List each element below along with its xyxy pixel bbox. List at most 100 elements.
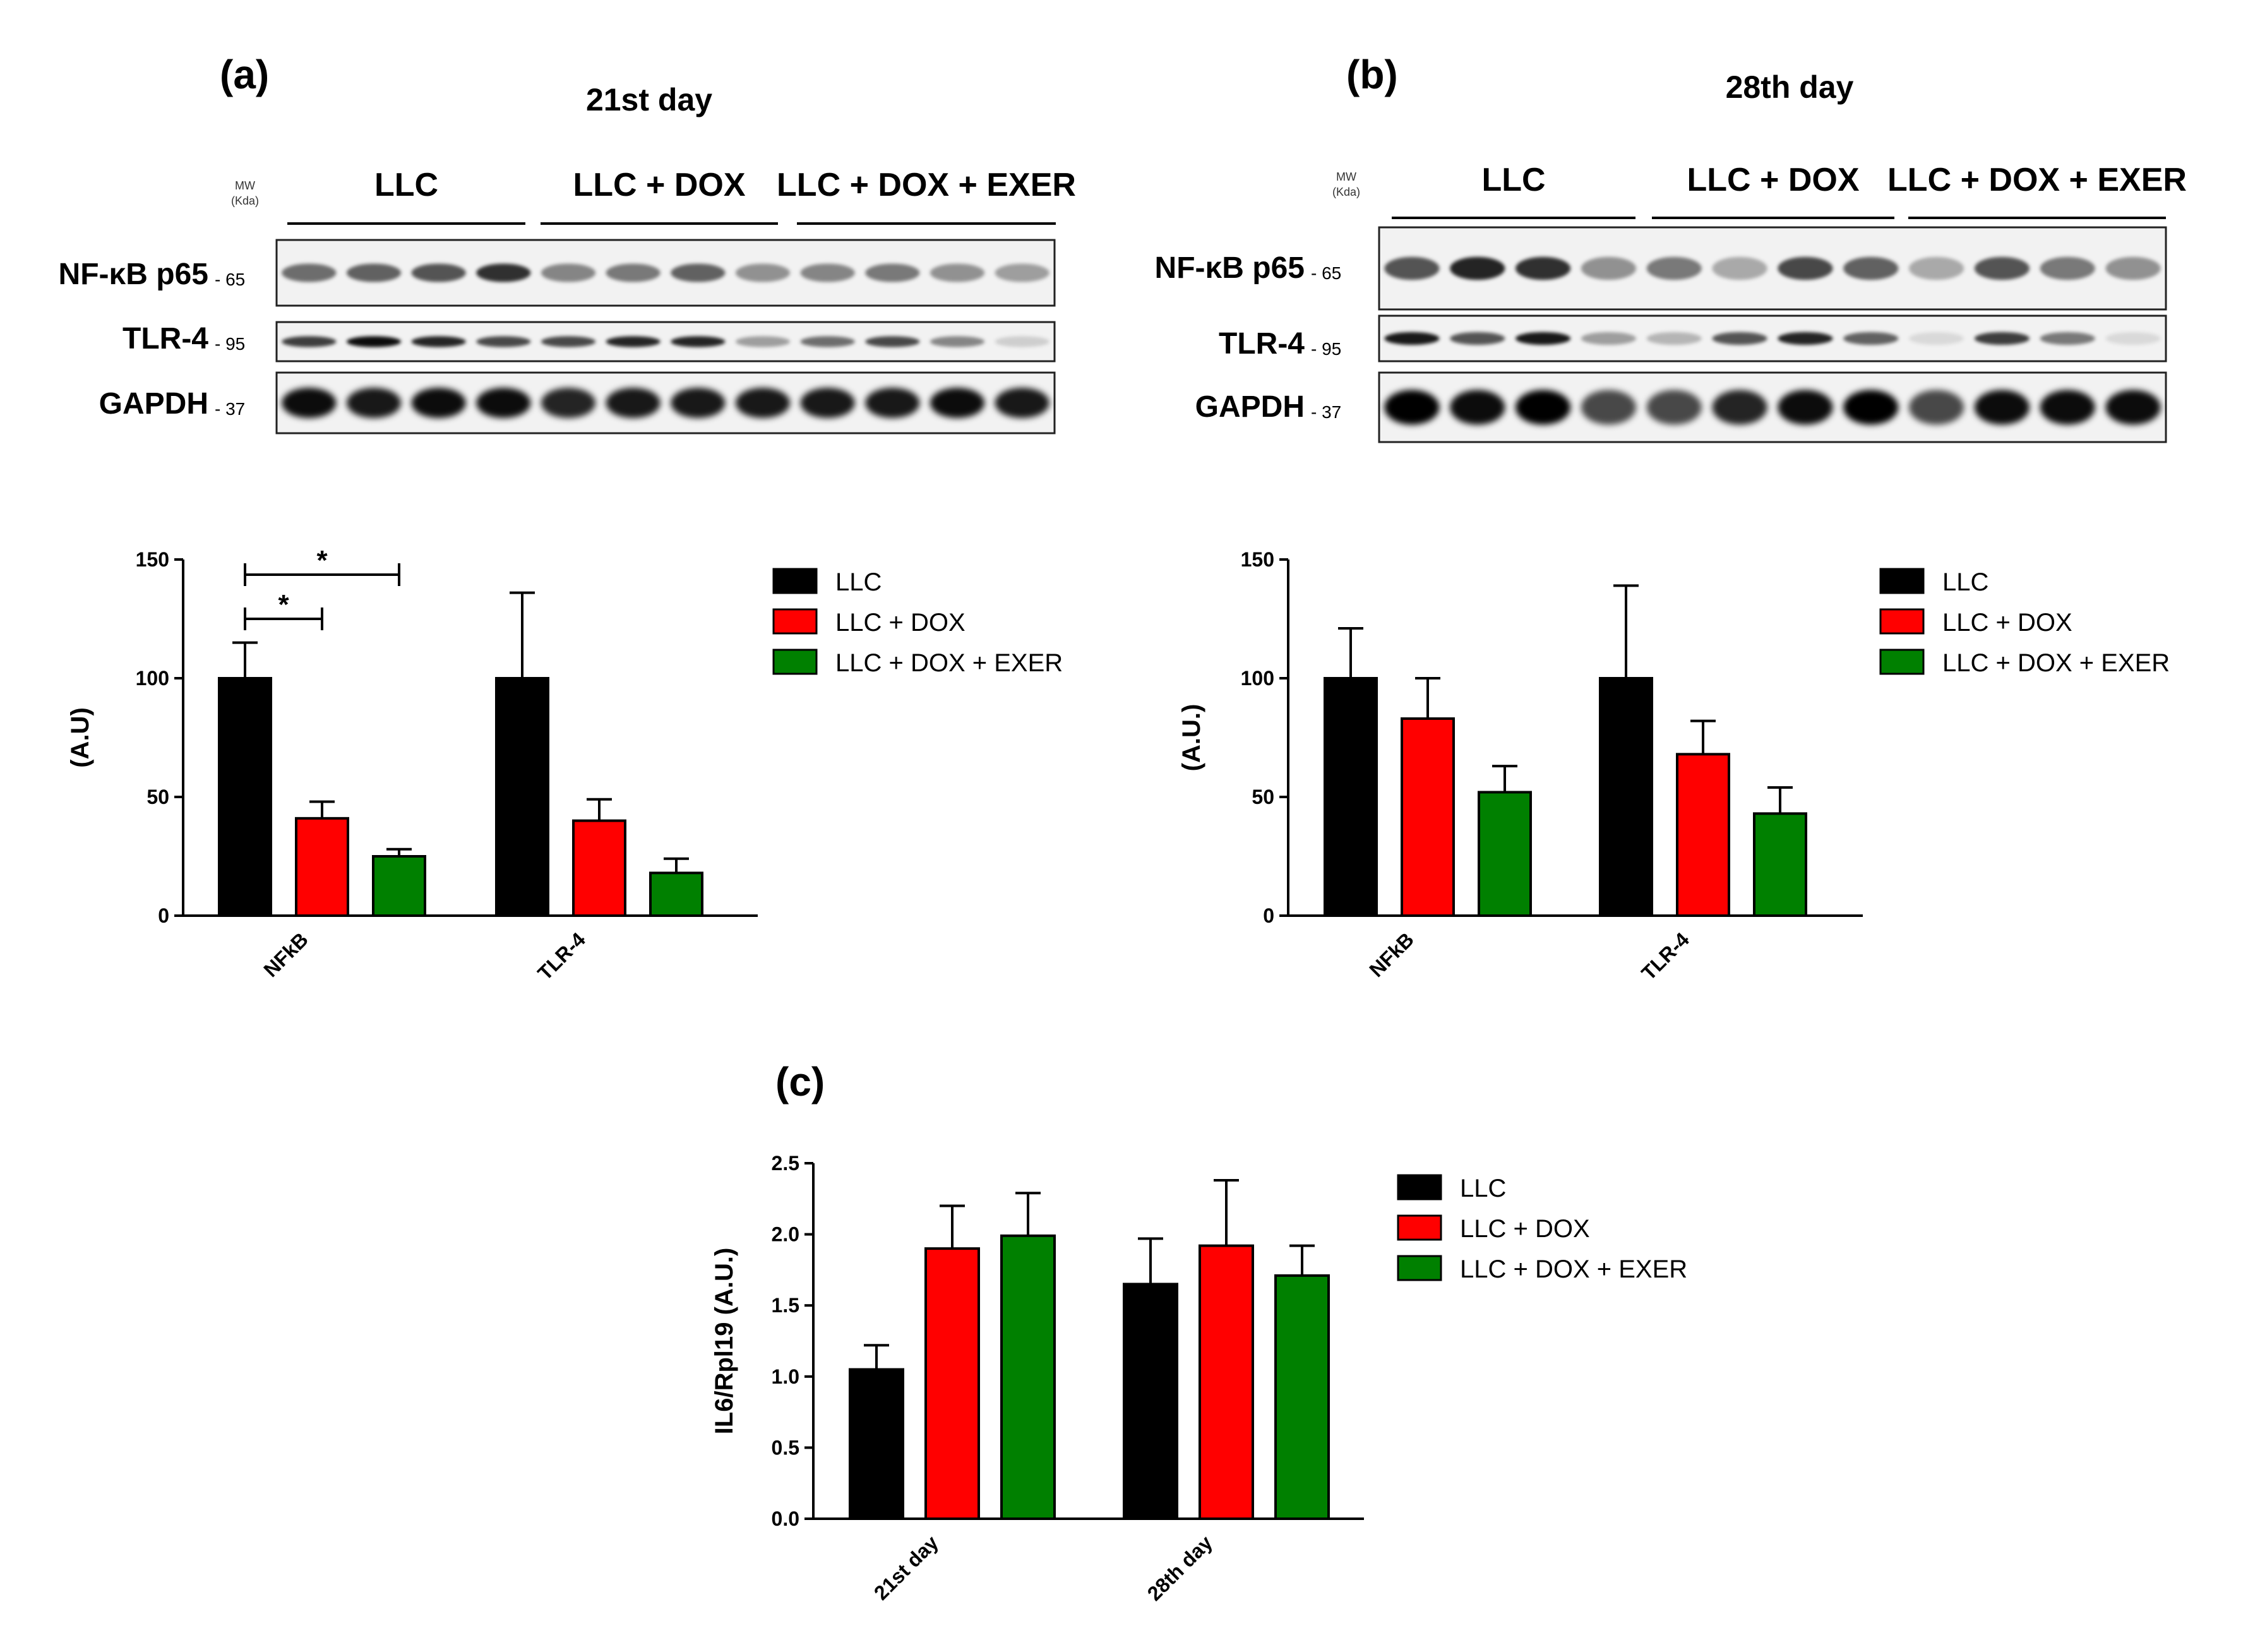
blot-band	[476, 388, 531, 418]
blot-band	[1646, 332, 1702, 345]
y-tick-label: 0.0	[772, 1507, 799, 1530]
bar-nfkb-llc-dox-exer	[1478, 791, 1532, 917]
blot-band	[735, 336, 791, 347]
blot-band	[1384, 332, 1440, 345]
bar-chart-21st-day: 0 50 100 150 (A.U) NFkB TLR-4 * * LLC LLC + DOX LLC…	[66, 545, 1063, 985]
blot-band	[995, 388, 1049, 418]
bar-chart-il6: 0.0 0.5 1.0 1.5 2.0 2.5 IL6/Rpl19 (A.U.) 21st d…	[710, 1152, 1687, 1605]
blot-strip-nf-b-p65	[1378, 226, 2167, 311]
bar-tlr-4-llc-dox-exer	[649, 871, 703, 917]
bar-nfkb-llc-dox	[1401, 717, 1455, 918]
blot-band	[1778, 332, 1833, 345]
y-tick-label: 150	[136, 548, 169, 571]
panel-b-letter: (b)	[1346, 52, 1398, 97]
significance-star: *	[278, 589, 289, 620]
protein-label-nf-b-p65: NF-κB p65	[1155, 251, 1305, 285]
blot-strip-gapdh	[1378, 371, 2167, 443]
blot-strip-tlr-4	[1378, 314, 2167, 362]
mw-header-label: MW	[235, 179, 255, 192]
blot-band	[1646, 390, 1702, 425]
legend-swatch-llc-dox-exer	[1397, 1255, 1442, 1281]
mw-value-tlr-4: - 95	[215, 334, 245, 354]
protein-label-gapdh: GAPDH	[99, 387, 208, 421]
blot-band	[1581, 332, 1637, 345]
group-label-llc-dox-exer: LLC + DOX + EXER	[777, 167, 1076, 203]
panel-a-day-title: 21st day	[586, 82, 712, 117]
blot-band	[930, 388, 985, 418]
protein-label-gapdh: GAPDH	[1195, 390, 1305, 424]
blot-band	[346, 336, 402, 347]
y-axis-label: (A.U)	[66, 707, 94, 768]
blot-band	[800, 263, 855, 282]
blot-band	[1908, 256, 1964, 280]
blot-band	[1450, 256, 1505, 280]
mw-value-nf-b-p65: - 65	[1311, 263, 1341, 283]
blot-band	[411, 388, 466, 418]
bar-nfkb-llc-dox	[295, 817, 349, 917]
blot-band	[1581, 256, 1637, 280]
mw-unit-label: (Kda)	[1332, 186, 1360, 198]
blot-band	[346, 388, 402, 418]
bar-tlr-4-llc	[1599, 677, 1653, 917]
group-label-llc-dox-exer: LLC + DOX + EXER	[1887, 162, 2187, 198]
blot-band	[282, 336, 337, 347]
blot-band	[1908, 390, 1964, 425]
protein-label-nf-b-p65: NF-κB p65	[59, 258, 208, 291]
legend-swatch-llc	[1879, 568, 1925, 594]
legend-label-llc-dox-exer: LLC + DOX + EXER	[1942, 649, 2170, 677]
legend-swatch-llc-dox	[1397, 1214, 1442, 1241]
mw-value-nf-b-p65: - 65	[215, 270, 245, 289]
bar-28th-day-llc	[1123, 1283, 1178, 1521]
blot-band	[476, 263, 531, 282]
y-tick-label: 1.0	[772, 1365, 799, 1388]
blot-band	[606, 336, 661, 347]
blot-band	[1778, 256, 1833, 280]
mw-value-tlr-4: - 95	[1311, 339, 1341, 359]
blot-band	[800, 336, 855, 347]
blot-band	[995, 336, 1049, 347]
blot-band	[930, 336, 985, 347]
blot-band	[2105, 390, 2161, 425]
panel-c-letter: (c)	[775, 1059, 825, 1104]
blot-band	[1515, 390, 1571, 425]
legend-label-llc-dox: LLC + DOX	[1460, 1215, 1590, 1243]
western-blot-21st-day: MW (Kda) LLC LLC + DOX LLC + DOX + EXER NF-κB…	[59, 167, 1076, 434]
mw-value-gapdh: - 37	[215, 399, 245, 419]
protein-label-tlr-4: TLR-4	[1219, 327, 1305, 361]
bar-28th-day-llc-dox	[1199, 1244, 1254, 1520]
bar-nfkb-llc	[1324, 677, 1378, 917]
y-tick-label: 1.5	[772, 1294, 799, 1317]
x-category-label-28th-day: 28th day	[1143, 1531, 1217, 1605]
blot-band	[1450, 332, 1505, 345]
blot-band	[800, 388, 855, 418]
protein-label-tlr-4: TLR-4	[123, 322, 208, 356]
blot-band	[541, 263, 596, 282]
blot-band	[606, 263, 661, 282]
mw-unit-label: (Kda)	[231, 195, 259, 207]
legend-label-llc-dox: LLC + DOX	[1942, 609, 2072, 637]
bar-nfkb-llc	[218, 677, 272, 917]
group-label-llc: LLC	[374, 167, 438, 203]
blot-band	[541, 336, 596, 347]
western-blot-28th-day: MW (Kda) LLC LLC + DOX LLC + DOX + EXER NF-κB…	[1155, 162, 2187, 443]
blot-band	[1778, 390, 1833, 425]
y-tick-label: 50	[1252, 786, 1274, 808]
blot-band	[411, 263, 466, 282]
blot-band	[1515, 332, 1571, 345]
blot-band	[476, 336, 531, 347]
x-category-label-21st-day: 21st day	[870, 1531, 943, 1604]
legend-label-llc: LLC	[1460, 1175, 1506, 1202]
bar-tlr-4-llc-dox	[572, 819, 626, 917]
blot-band	[995, 263, 1049, 282]
y-tick-label: 2.5	[772, 1152, 799, 1175]
blot-strip-nf-b-p65	[275, 239, 1056, 307]
x-category-label-tlr-4: TLR-4	[533, 928, 590, 985]
blot-band	[1843, 332, 1899, 345]
blot-band	[1843, 390, 1899, 425]
blot-strip-gapdh	[275, 371, 1056, 434]
bar-tlr-4-llc-dox-exer	[1753, 812, 1807, 917]
bar-21st-day-llc-dox-exer	[1000, 1234, 1056, 1521]
y-tick-label: 100	[136, 667, 169, 690]
legend-label-llc-dox: LLC + DOX	[835, 609, 966, 637]
blot-band	[606, 388, 661, 418]
